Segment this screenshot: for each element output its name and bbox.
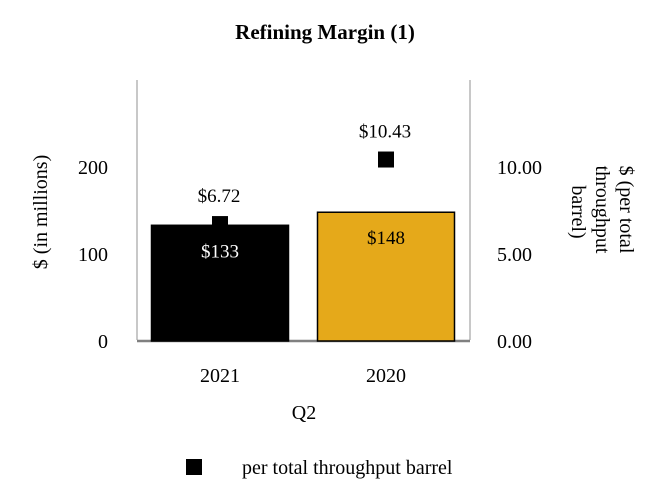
right-tick-label: 5.00 [497, 244, 532, 266]
legend-marker-icon [186, 459, 202, 475]
right-axis-label-line-1: $ (per total [615, 166, 637, 254]
bar [316, 211, 456, 342]
marker-point [378, 151, 394, 168]
bar-series: $133 $148 [150, 211, 456, 342]
left-axis-label: $ (in millions) [30, 155, 52, 269]
right-axis-label: $ (per total throughput barrel) [567, 166, 637, 259]
chart-title: Refining Margin (1) [235, 20, 415, 44]
right-tick-label: 10.00 [497, 157, 542, 179]
x-axis-label: Q2 [292, 402, 316, 424]
right-axis-label-line-3: barrel) [567, 185, 589, 238]
bar-value-label: $133 [201, 241, 239, 262]
marker-series: $6.72 $10.43 [198, 122, 411, 233]
bar [150, 224, 290, 342]
left-axis-ticks: 0 100 200 [78, 157, 108, 353]
legend-label: per total throughput barrel [242, 457, 453, 479]
right-tick-label: 0.00 [497, 331, 532, 353]
left-tick-label: 200 [78, 157, 108, 179]
left-tick-label: 0 [98, 331, 108, 353]
category-label: 2020 [366, 365, 406, 387]
marker-value-label: $10.43 [359, 122, 411, 143]
bar-value-label: $148 [367, 228, 405, 249]
left-tick-label: 100 [78, 244, 108, 266]
right-axis-ticks: 0.00 5.00 10.00 [497, 157, 542, 353]
category-label: 2021 [200, 365, 240, 387]
marker-point [212, 216, 228, 233]
x-axis-ticks: 2021 2020 [200, 365, 406, 387]
right-axis-label-line-2: throughput [591, 166, 613, 254]
marker-value-label: $6.72 [198, 186, 241, 207]
